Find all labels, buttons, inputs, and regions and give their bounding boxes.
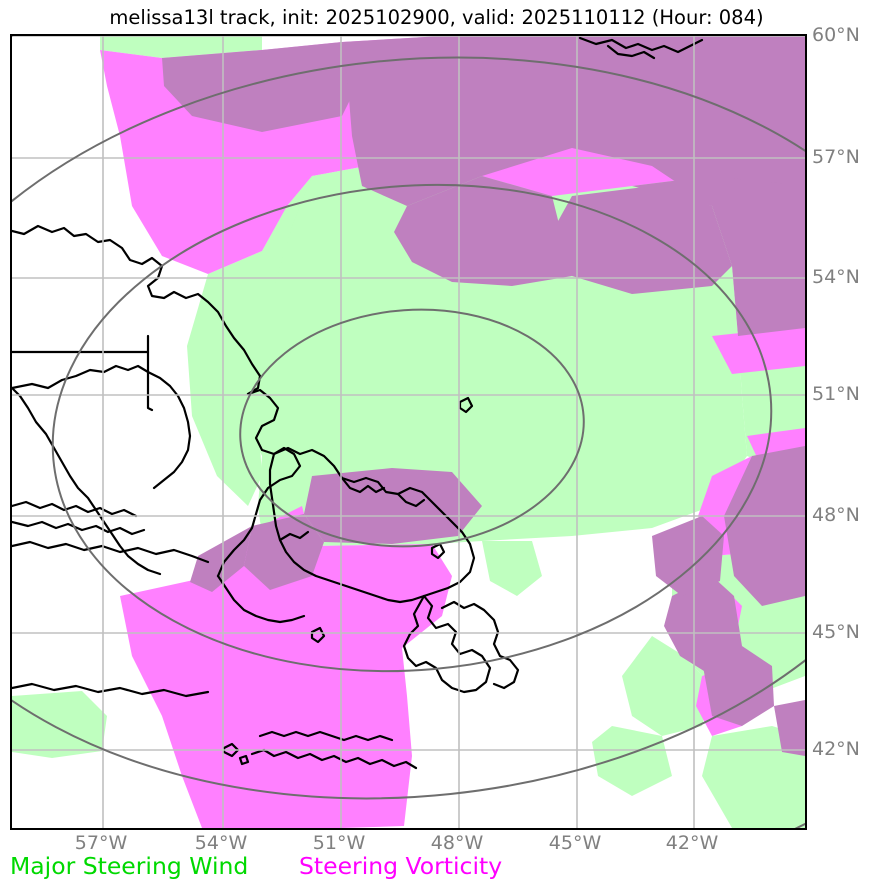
ytick-48N: 48°N xyxy=(812,504,860,526)
ytick-42N: 42°N xyxy=(812,738,860,760)
coastline-layer xyxy=(12,36,704,770)
legend-major-steering-wind: Major Steering Wind xyxy=(10,852,249,880)
ytick-54N: 54°N xyxy=(812,266,860,288)
legend-steering-vorticity: Steering Vorticity xyxy=(299,852,503,880)
ytick-60N: 60°N xyxy=(812,24,860,46)
contour-ring-4 xyxy=(12,36,805,828)
greenland-coast xyxy=(578,36,704,54)
xtick-42W: 42°W xyxy=(665,832,719,854)
contour-ring-1 xyxy=(239,308,585,548)
xtick-45W: 45°W xyxy=(548,832,602,854)
ytick-45N: 45°N xyxy=(812,621,860,643)
avalon-peninsula xyxy=(402,594,492,694)
labrador-coast xyxy=(12,224,262,396)
xtick-57W: 57°W xyxy=(74,832,128,854)
shaded-fields-layer xyxy=(12,36,805,828)
page-title: melissa13l track, init: 2025102900, vali… xyxy=(109,6,764,29)
contour-ring-2 xyxy=(51,183,773,673)
ytick-51N: 51°N xyxy=(812,383,860,405)
map-plot-area[interactable] xyxy=(10,34,807,830)
xtick-51W: 51°W xyxy=(312,832,366,854)
newfoundland-coast xyxy=(268,446,476,604)
contour-ring-3 xyxy=(12,56,805,800)
xtick-54W: 54°W xyxy=(194,832,248,854)
gridlines-layer xyxy=(12,36,805,828)
ytick-57N: 57°N xyxy=(812,146,860,168)
xtick-48W: 48°W xyxy=(430,832,484,854)
steering-contours-layer xyxy=(12,36,805,828)
